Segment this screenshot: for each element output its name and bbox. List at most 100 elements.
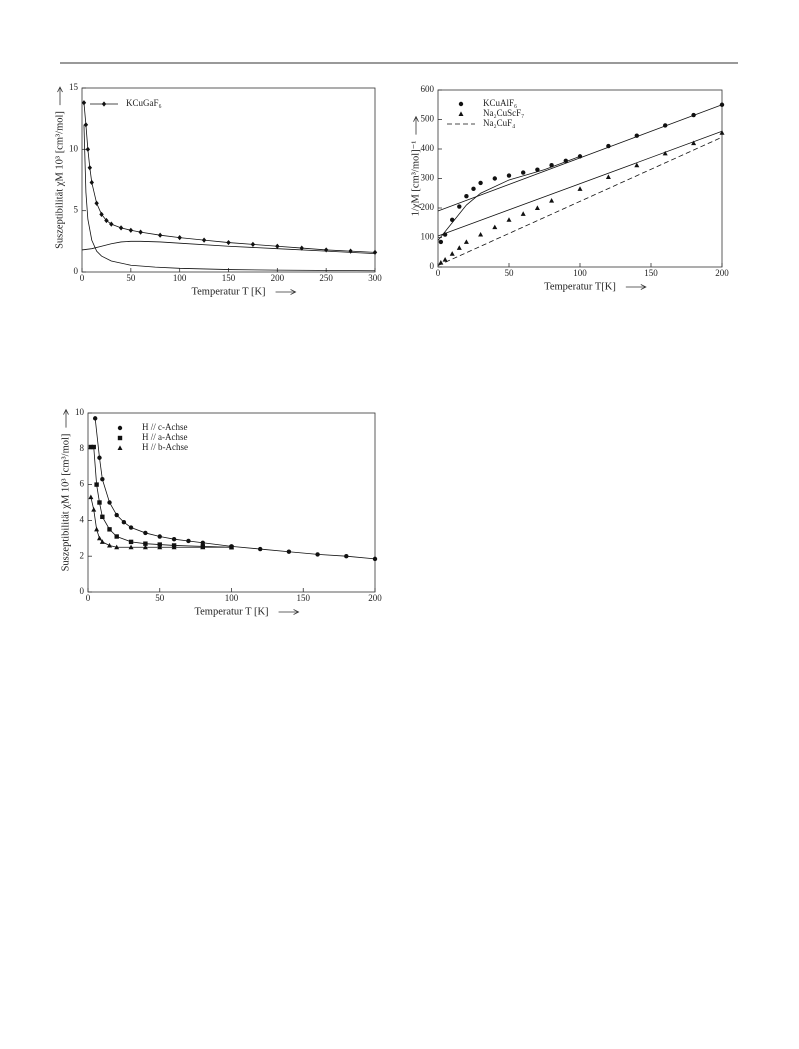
y-tick-label: 2 (80, 550, 85, 560)
marker (492, 176, 497, 181)
marker (128, 539, 134, 545)
marker (449, 251, 455, 256)
legend-label: H // b-Achse (142, 442, 188, 452)
marker (89, 179, 94, 186)
y-tick-label: 5 (74, 205, 79, 215)
axis-arrow (275, 289, 297, 295)
marker (464, 194, 469, 199)
marker (457, 204, 462, 209)
y-tick-label: 300 (421, 173, 435, 183)
y-tick-label: 8 (80, 443, 85, 453)
x-tick-label: 200 (715, 268, 729, 278)
marker (662, 150, 668, 156)
marker (157, 544, 163, 550)
marker (142, 544, 148, 550)
plot-frame (87, 412, 376, 593)
marker (91, 507, 97, 512)
marker (478, 231, 484, 237)
marker (372, 249, 378, 255)
series-line (94, 418, 376, 560)
x-tick-label: 50 (126, 273, 136, 283)
legend-label: H // a-Achse (142, 432, 187, 442)
y-tick-label: 15 (69, 82, 79, 92)
x-tick-label: 0 (86, 593, 91, 603)
marker (94, 526, 100, 532)
marker (171, 544, 177, 550)
marker (81, 100, 87, 106)
y-axis-title: Suszeptibilität χM 10³ [cm³/mol] (60, 434, 71, 572)
axis-arrow (278, 609, 300, 615)
x-tick-label: 150 (222, 273, 236, 283)
legend-marker (117, 445, 123, 450)
x-tick-label: 100 (173, 273, 187, 283)
axis-arrow (63, 408, 69, 428)
marker (99, 211, 104, 217)
marker (87, 165, 93, 171)
marker (478, 180, 483, 186)
x-axis-title: Temperatur T[K] (544, 281, 616, 292)
marker (471, 186, 476, 192)
y-axis-title: Suszeptibilität χM 10³ [cm³/mol] (54, 111, 65, 249)
marker (107, 542, 113, 548)
marker (104, 217, 109, 224)
marker (534, 205, 540, 210)
y-tick-label: 400 (421, 143, 435, 153)
x-axis-title: Temperatur T [K] (191, 286, 265, 297)
marker (121, 519, 127, 525)
series-line (437, 104, 723, 212)
series-line (90, 446, 232, 548)
x-tick-label: 0 (80, 273, 85, 283)
marker (94, 482, 99, 487)
marker (186, 538, 191, 544)
marker (286, 549, 292, 554)
x-tick-label: 150 (297, 593, 311, 603)
series-line (437, 156, 581, 241)
legend-marker (101, 101, 107, 107)
axis-arrow (625, 284, 647, 290)
x-tick-label: 250 (319, 273, 333, 283)
marker (535, 167, 540, 172)
x-tick-label: 300 (368, 273, 382, 283)
x-tick-label: 0 (436, 268, 441, 278)
y-tick-label: 600 (421, 84, 435, 94)
marker (344, 554, 349, 559)
marker (91, 444, 96, 450)
marker (94, 200, 99, 206)
marker (128, 227, 134, 233)
marker (99, 539, 105, 544)
y-tick-label: 0 (74, 266, 79, 276)
marker (107, 527, 112, 532)
axis-arrow (57, 86, 63, 106)
marker (96, 535, 102, 541)
x-tick-label: 200 (368, 593, 382, 603)
marker (128, 525, 134, 530)
x-tick-label: 100 (573, 268, 587, 278)
y-tick-label: 4 (80, 514, 85, 524)
marker (114, 534, 119, 539)
legend-label: Na₂CuScF₇ (483, 108, 524, 118)
x-tick-label: 50 (505, 268, 515, 278)
marker (506, 217, 512, 222)
marker (85, 146, 91, 152)
marker (691, 140, 697, 146)
marker (442, 257, 448, 262)
legend-marker (117, 425, 123, 431)
marker (88, 444, 94, 450)
marker (719, 130, 725, 135)
y-tick-label: 500 (421, 114, 435, 124)
marker (171, 536, 177, 542)
marker (114, 544, 120, 550)
marker (100, 514, 105, 520)
marker (229, 544, 234, 550)
legend-marker (458, 111, 464, 116)
y-tick-label: 0 (430, 261, 435, 271)
marker (492, 224, 498, 230)
legend-marker (117, 435, 123, 441)
y-tick-label: 100 (421, 232, 435, 242)
y-tick-label: 10 (69, 143, 79, 153)
x-tick-label: 200 (271, 273, 285, 283)
x-tick-label: 50 (155, 593, 165, 603)
x-tick-label: 100 (225, 593, 239, 603)
marker (128, 544, 134, 550)
